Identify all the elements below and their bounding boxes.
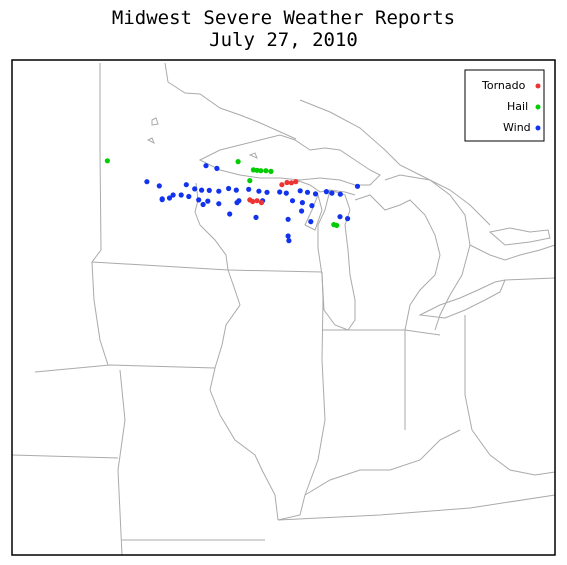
wind-report-marker [216,201,222,207]
map-date: July 27, 2010 [209,29,358,51]
wind-report-marker [192,186,198,192]
hail-report-marker [268,168,274,174]
tornado-report-marker [284,179,290,186]
hail-report-marker [247,178,253,184]
legend-label-hail: Hail [507,100,528,113]
wind-report-marker [323,189,329,195]
wind-report-marker [183,182,189,188]
report-markers [104,158,361,244]
wind-report-marker [199,187,205,193]
wind-report-marker [178,192,184,198]
wind-report-marker [354,183,361,189]
wind-report-marker [236,198,242,204]
wind-report-marker [170,192,176,198]
hail-report-marker [104,158,110,164]
wind-report-marker [309,203,315,209]
wind-report-marker [233,187,239,193]
wind-report-marker [329,190,335,196]
wind-report-marker [283,190,289,196]
legend: Tornado Hail Wind [464,69,545,142]
legend-swatch-hail [535,104,541,110]
wind-report-marker [312,191,319,197]
tornado-report-marker [293,179,299,185]
wind-report-marker [144,179,150,185]
tornado-report-marker [279,182,285,188]
tornado-report-marker [254,198,260,204]
wind-report-marker [186,193,192,200]
wind-report-marker [166,195,173,201]
wind-report-marker [246,186,252,192]
state-boundaries [11,62,556,556]
wind-report-marker [264,189,270,195]
legend-label-wind: Wind [503,121,531,134]
wind-report-marker [227,211,233,217]
wind-report-marker [299,200,305,206]
wind-report-marker [214,165,220,171]
hail-report-marker [263,168,269,174]
legend-label-tornado: Tornado [481,79,526,92]
wind-report-marker [286,238,292,244]
wind-report-marker [200,201,206,208]
wind-report-marker [289,198,296,204]
wind-report-marker [216,188,222,194]
legend-swatch-tornado [535,83,541,89]
wind-report-marker [285,216,291,222]
legend-swatch-wind [535,125,541,131]
wind-report-marker [206,187,212,193]
wind-report-marker [256,188,262,194]
wind-report-marker [308,219,314,225]
hail-report-marker [235,159,241,165]
wind-report-marker [297,188,303,194]
wind-report-marker [196,197,202,203]
wind-report-marker [156,183,162,189]
wind-report-marker [345,216,351,222]
wind-report-marker [337,191,343,197]
legend-box [464,69,545,142]
wind-report-marker [159,196,165,202]
wind-report-marker [285,233,291,239]
wind-report-marker [205,198,211,204]
wind-report-marker [226,185,232,192]
tornado-report-marker [288,180,294,186]
wind-report-marker [304,189,311,195]
tornado-report-marker [258,200,265,206]
wind-report-marker [337,214,343,220]
tornado-report-marker [250,198,256,205]
wind-report-marker [203,163,209,169]
wind-report-marker [253,214,259,220]
hail-report-marker [258,168,264,174]
wind-report-marker [277,189,283,195]
hail-report-marker [334,222,340,228]
map-title: Midwest Severe Weather Reports [111,7,456,29]
wind-report-marker [299,208,305,214]
map-frame [11,59,556,556]
